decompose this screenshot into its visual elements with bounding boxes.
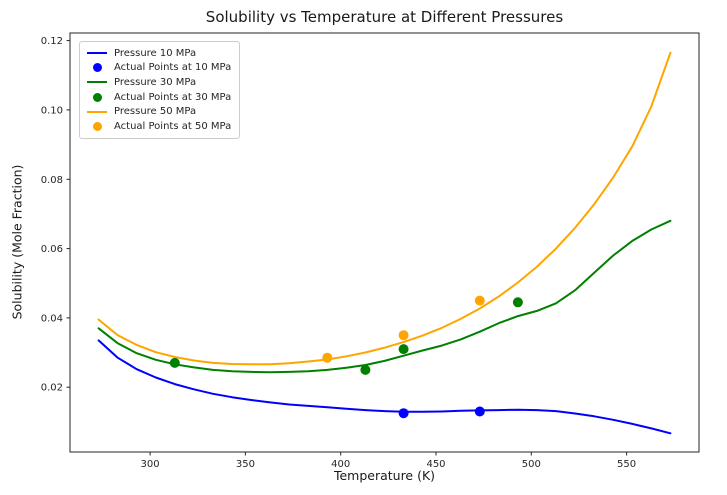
scatter-point-1 xyxy=(512,297,523,308)
legend-label: Actual Points at 50 MPa xyxy=(114,120,232,132)
line-icon xyxy=(87,52,107,55)
scatter-point-2 xyxy=(474,295,485,306)
scatter-point-0 xyxy=(398,408,409,419)
axes-frame xyxy=(69,32,700,453)
y-tick-label: 0.04 xyxy=(41,313,63,324)
legend-label: Actual Points at 30 MPa xyxy=(114,91,232,103)
scatter-point-1 xyxy=(169,357,180,368)
y-tick-label: 0.10 xyxy=(41,105,63,116)
legend-box: Pressure 10 MPa Actual Points at 10 MPa Pr… xyxy=(79,41,241,139)
legend-line-swatch xyxy=(87,81,107,84)
legend-label: Actual Points at 10 MPa xyxy=(114,62,232,74)
line-icon xyxy=(87,81,107,84)
legend-line-swatch xyxy=(87,110,107,113)
legend-entry: Actual Points at 50 MPa xyxy=(87,119,231,134)
line-series-2 xyxy=(97,51,672,366)
y-tick-label: 0.08 xyxy=(41,175,63,186)
y-axis-label: Solubility (Mole Fraction) xyxy=(9,164,25,320)
line-series-1 xyxy=(97,219,672,374)
legend-label: Pressure 50 MPa xyxy=(114,106,197,118)
legend-entry: Pressure 30 MPa xyxy=(87,75,231,90)
x-tick-label: 400 xyxy=(331,459,350,470)
dot-icon xyxy=(92,92,102,102)
chart-title: Solubility vs Temperature at Different P… xyxy=(205,8,564,26)
x-tick-label: 450 xyxy=(426,459,445,470)
legend-marker-swatch xyxy=(87,63,107,73)
x-tick-label: 300 xyxy=(141,459,160,470)
dot-icon xyxy=(92,121,102,131)
legend-marker-swatch xyxy=(87,92,107,102)
y-tick-label: 0.12 xyxy=(41,36,63,47)
x-axis-label: Temperature (K) xyxy=(333,468,436,483)
scatter-point-2 xyxy=(322,352,333,363)
x-tick-label: 500 xyxy=(522,459,541,470)
legend-label: Pressure 10 MPa xyxy=(114,47,197,59)
scatter-point-1 xyxy=(398,344,409,355)
legend-entry: Pressure 50 MPa xyxy=(87,104,231,119)
scatter-point-1 xyxy=(360,364,371,375)
legend-entry: Actual Points at 10 MPa xyxy=(87,61,231,76)
legend-entry: Actual Points at 30 MPa xyxy=(87,90,231,105)
dot-icon xyxy=(92,63,102,73)
x-tick-label: 350 xyxy=(236,459,255,470)
legend-line-swatch xyxy=(87,52,107,55)
y-tick-label: 0.02 xyxy=(41,383,63,394)
y-tick-label: 0.06 xyxy=(41,244,63,255)
legend-entry: Pressure 10 MPa xyxy=(87,46,231,61)
legend-label: Pressure 30 MPa xyxy=(114,76,197,88)
scatter-point-2 xyxy=(398,330,409,341)
line-series-0 xyxy=(97,339,672,435)
line-icon xyxy=(87,110,107,113)
x-tick-label: 550 xyxy=(617,459,636,470)
legend-marker-swatch xyxy=(87,121,107,131)
scatter-point-0 xyxy=(474,406,485,417)
